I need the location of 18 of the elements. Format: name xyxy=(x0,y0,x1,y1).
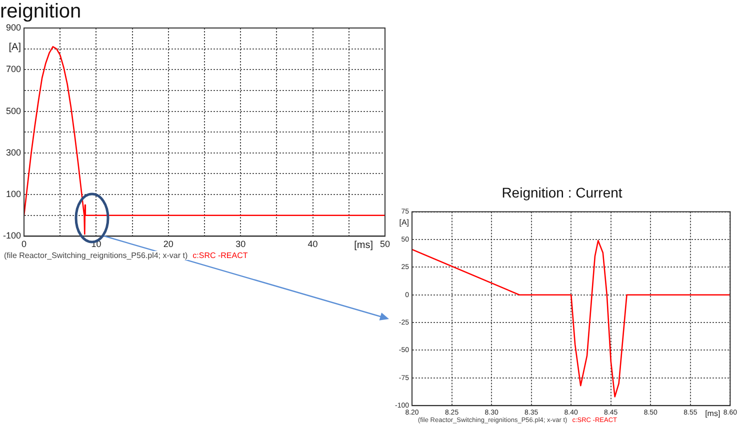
x-tick-label: 20 xyxy=(163,239,174,250)
x-axis-title: [ms] xyxy=(705,408,720,418)
x-tick-label: 50 xyxy=(380,239,390,250)
x-tick-label: 30 xyxy=(236,239,246,250)
y-tick-label: 900 xyxy=(6,22,22,32)
y-tick-label: 500 xyxy=(6,106,22,116)
chart-title: Reignition : Current xyxy=(502,184,622,200)
y-tick-label: 300 xyxy=(6,147,22,158)
chart-title: reignition xyxy=(0,0,82,23)
text: c:SRC -REACT xyxy=(192,251,248,260)
y-tick-label: 700 xyxy=(6,64,22,74)
y-tick-label: -100 xyxy=(3,230,22,241)
y-tick-label: 100 xyxy=(6,189,22,200)
y-axis-title: [A] xyxy=(8,42,22,53)
x-axis-title: [ms] xyxy=(354,240,374,251)
x-tick-label: 40 xyxy=(308,239,318,250)
text: (file Reactor_Switching_reignitions_P56.pl4; x-var t) xyxy=(4,251,188,260)
y-axis-title: [A] xyxy=(399,218,410,228)
